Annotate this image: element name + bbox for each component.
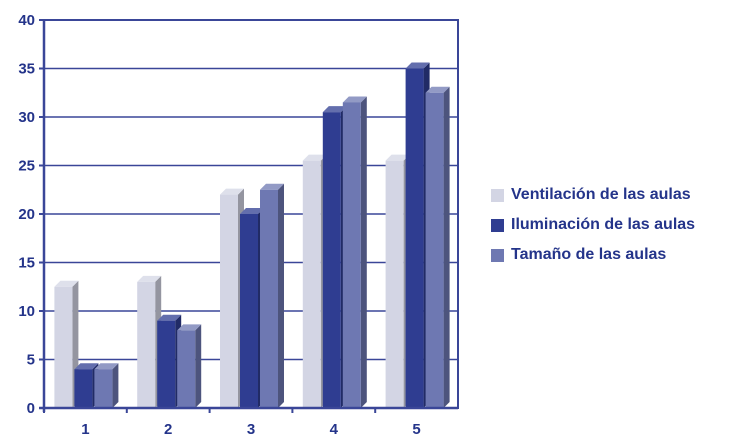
bar — [260, 183, 284, 408]
y-tick-label: 10 — [18, 303, 35, 320]
y-tick-label: 5 — [27, 352, 35, 369]
bar-top — [74, 363, 99, 370]
bar-side — [443, 86, 450, 408]
bar-front — [220, 194, 238, 408]
bar-side — [278, 183, 284, 408]
bar-top — [157, 314, 182, 321]
bar-side — [112, 363, 119, 408]
y-axis-ticks: 0 5 10 15 20 25 30 35 40 — [18, 12, 44, 417]
bar-front — [322, 112, 341, 409]
bar — [94, 363, 119, 408]
legend-label: Tamaño de las aulas — [511, 246, 667, 263]
bar-top — [220, 188, 244, 195]
legend-item-tamano: Tamaño de las aulas — [491, 240, 695, 270]
bar-front — [157, 320, 176, 408]
bar-front — [405, 68, 424, 408]
legend-label: Iluminación de las aulas — [511, 216, 696, 233]
bar-side — [195, 324, 202, 408]
bar-top — [240, 208, 264, 214]
bar-top — [177, 324, 202, 331]
bar-front — [177, 330, 196, 408]
legend-item-iluminacion: Iluminación de las aulas — [491, 210, 695, 240]
x-tick-label: 5 — [412, 421, 420, 438]
y-tick-label: 20 — [18, 206, 35, 223]
bar-top — [137, 275, 162, 282]
legend-swatch — [491, 248, 504, 262]
x-tick-label: 2 — [164, 421, 172, 438]
legend-item-ventilacion: Ventilación de las aulas — [491, 180, 695, 210]
bar-front — [302, 160, 321, 408]
x-axis-ticks: 1 2 3 4 5 — [43, 408, 421, 438]
bar-side — [360, 96, 367, 408]
bar-top — [342, 96, 367, 103]
bar — [54, 280, 79, 408]
y-tick-label: 15 — [18, 255, 35, 272]
y-tick-label: 40 — [18, 12, 35, 29]
bar-front — [385, 160, 404, 408]
bars — [54, 62, 450, 409]
bar-top — [425, 86, 450, 93]
y-tick-label: 0 — [27, 400, 35, 417]
legend: Ventilación de las aulas Iluminación de … — [491, 180, 695, 270]
y-tick-label: 25 — [18, 158, 35, 175]
bar — [177, 324, 202, 408]
bar-front — [342, 102, 361, 408]
bar-top — [302, 154, 327, 161]
bar-top — [260, 183, 284, 190]
bar-top — [94, 363, 119, 370]
x-tick-label: 3 — [247, 421, 255, 438]
y-tick-label: 30 — [18, 109, 35, 126]
y-tick-label: 35 — [18, 61, 35, 78]
x-tick-label: 1 — [81, 421, 89, 438]
bar-front — [240, 214, 258, 408]
bar-front — [137, 281, 156, 408]
bar-top — [54, 280, 79, 287]
bar — [342, 96, 367, 408]
x-tick-label: 4 — [330, 421, 339, 438]
legend-label: Ventilación de las aulas — [511, 186, 691, 203]
bar-top — [405, 62, 430, 69]
bar-front — [260, 189, 278, 408]
axes — [39, 20, 458, 412]
legend-swatch — [491, 188, 504, 202]
legend-swatch — [491, 218, 504, 232]
bar-top — [322, 106, 347, 113]
bar-front — [425, 92, 444, 408]
bar — [425, 86, 450, 408]
bar-top — [385, 154, 410, 161]
bar-front — [94, 369, 113, 408]
bar-front — [54, 286, 73, 408]
bar-front — [74, 369, 93, 408]
